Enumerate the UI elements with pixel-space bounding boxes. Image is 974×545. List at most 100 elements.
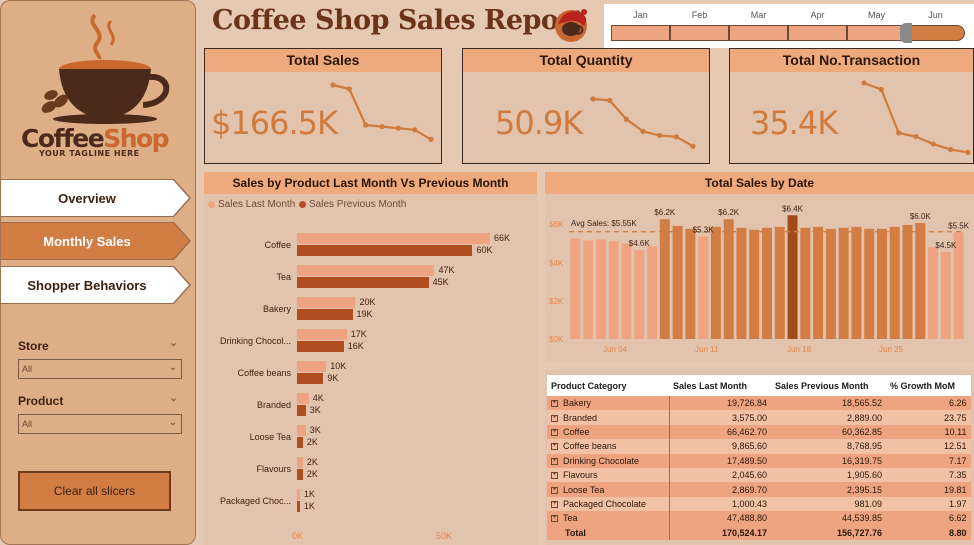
date-bar[interactable] <box>876 228 887 339</box>
bar-last-month[interactable] <box>297 297 356 308</box>
expand-icon[interactable]: + <box>551 501 558 509</box>
table-row[interactable]: + Drinking Chocolate 17,489.50 16,319.75 7.1… <box>547 453 971 468</box>
date-bar[interactable] <box>851 226 862 339</box>
kpi-total-sales: Total Sales $166.5K <box>204 48 442 164</box>
clear-slicers-button[interactable]: Clear all slicers <box>18 471 171 511</box>
month-segment-jan[interactable] <box>611 25 670 41</box>
date-bar[interactable] <box>659 219 670 339</box>
table-row[interactable]: + Tea 47,488.80 44,539.85 6.62 <box>547 511 971 526</box>
bar-previous-month[interactable] <box>297 341 344 352</box>
date-bar[interactable] <box>915 223 926 339</box>
x-axis-tick: Jun 18 <box>787 345 812 354</box>
range-handle[interactable] <box>900 23 912 43</box>
column-header[interactable]: Product Category <box>547 375 669 396</box>
date-bar[interactable] <box>838 227 849 339</box>
sparkline-point <box>623 116 629 122</box>
date-bar[interactable] <box>774 226 785 339</box>
kpi-value: $166.5K <box>211 104 338 142</box>
bar-previous-month[interactable] <box>297 277 429 288</box>
bar-last-month[interactable] <box>297 361 327 372</box>
date-bar[interactable] <box>608 241 619 339</box>
value-cell: 8,768.95 <box>771 439 886 454</box>
expand-icon[interactable]: + <box>551 400 558 408</box>
date-bar[interactable] <box>902 224 913 339</box>
date-bar[interactable] <box>864 228 875 339</box>
month-segment-feb[interactable] <box>670 25 729 41</box>
bar-previous-month[interactable] <box>297 245 473 256</box>
date-bar[interactable] <box>940 252 951 339</box>
month-segment-apr[interactable] <box>788 25 847 41</box>
date-bar[interactable] <box>583 240 594 339</box>
expand-icon[interactable]: + <box>551 443 558 451</box>
date-bar[interactable] <box>647 246 658 339</box>
date-bar[interactable] <box>889 226 900 339</box>
date-bar[interactable] <box>749 229 760 339</box>
nav-overview-button[interactable]: Overview <box>1 180 189 216</box>
bar-previous-month[interactable] <box>297 309 353 320</box>
chevron-down-icon[interactable]: ⌄ <box>169 391 179 404</box>
date-bar[interactable] <box>672 225 683 339</box>
column-header[interactable]: Sales Previous Month <box>771 375 886 396</box>
sparkline-point <box>428 136 434 142</box>
date-bar[interactable] <box>762 227 772 339</box>
date-bar[interactable] <box>621 243 632 339</box>
date-bar[interactable] <box>570 238 581 339</box>
table-row[interactable]: + Branded 3,575.00 2,889.00 23.75 <box>547 410 971 425</box>
category-label: Loose Tea <box>249 432 291 442</box>
expand-icon[interactable]: + <box>551 486 558 494</box>
expand-icon[interactable]: + <box>551 457 558 465</box>
date-bar[interactable] <box>736 227 747 339</box>
month-segment-mar[interactable] <box>729 25 788 41</box>
category-label: Drinking Chocol... <box>219 336 291 346</box>
date-bar[interactable] <box>825 228 836 339</box>
value-cell: 47,488.80 <box>668 511 771 526</box>
date-bar[interactable] <box>813 226 824 339</box>
date-bar[interactable] <box>787 215 798 339</box>
table-row[interactable]: + Coffee beans 9,865.60 8,768.95 12.51 <box>547 439 971 454</box>
table-row[interactable]: + Bakery 19,726.84 18,565.52 6.26 <box>547 396 971 411</box>
bar-last-month[interactable] <box>297 489 300 500</box>
expand-icon[interactable]: + <box>551 429 558 437</box>
coffee-cup-logo-icon <box>41 13 170 124</box>
bar-last-month[interactable] <box>297 233 490 244</box>
bar-last-month[interactable] <box>297 265 435 276</box>
month-segment-jun[interactable] <box>906 25 965 41</box>
date-bar[interactable] <box>710 226 721 339</box>
chevron-down-icon[interactable]: ⌄ <box>169 336 179 349</box>
bar-previous-month[interactable] <box>297 469 303 480</box>
sparkline-point <box>861 80 867 86</box>
expand-icon[interactable]: + <box>551 515 558 523</box>
date-bar[interactable] <box>634 250 645 339</box>
expand-icon[interactable]: + <box>551 472 558 480</box>
date-bar[interactable] <box>723 219 734 339</box>
expand-icon[interactable]: + <box>551 414 558 422</box>
bar-previous-month[interactable] <box>297 437 303 448</box>
date-bar[interactable] <box>953 232 964 339</box>
column-header[interactable]: Sales Last Month <box>669 375 771 396</box>
date-bar[interactable] <box>685 228 696 339</box>
date-bar[interactable] <box>928 247 939 339</box>
date-bar[interactable] <box>595 239 606 339</box>
bar-last-month[interactable] <box>297 457 303 468</box>
column-header[interactable]: % Growth MoM <box>886 375 971 396</box>
nav-shopper-behaviors-button[interactable]: Shopper Behaviors <box>1 267 189 303</box>
sparkline-point <box>607 97 613 103</box>
month-slicer: Jan Feb Mar Apr May Jun <box>604 4 974 48</box>
bar-previous-month[interactable] <box>297 405 306 416</box>
table-row[interactable]: + Packaged Chocolate 1,000.43 981.09 1.97 <box>547 496 971 512</box>
date-bar[interactable] <box>698 236 709 339</box>
bar-previous-month[interactable] <box>297 373 324 384</box>
date-bar[interactable] <box>800 227 811 339</box>
bar-previous-month[interactable] <box>297 501 300 512</box>
nav-monthly-sales-button[interactable]: Monthly Sales <box>1 223 189 259</box>
store-select[interactable]: All ⌄ <box>18 359 182 379</box>
table-row[interactable]: + Loose Tea 2,869.70 2,395.15 19.81 <box>547 482 971 497</box>
product-select[interactable]: All ⌄ <box>18 414 182 434</box>
bar-last-month[interactable] <box>297 393 309 404</box>
table-row[interactable]: + Coffee 66,462.70 60,362.85 10.11 <box>547 424 971 440</box>
month-segment-may[interactable] <box>847 25 906 41</box>
value-cell: 1,905.60 <box>771 467 886 483</box>
bar-last-month[interactable] <box>297 329 347 340</box>
table-row[interactable]: + Flavours 2,045.60 1,905.60 7.35 <box>547 467 971 483</box>
bar-last-month[interactable] <box>297 425 306 436</box>
